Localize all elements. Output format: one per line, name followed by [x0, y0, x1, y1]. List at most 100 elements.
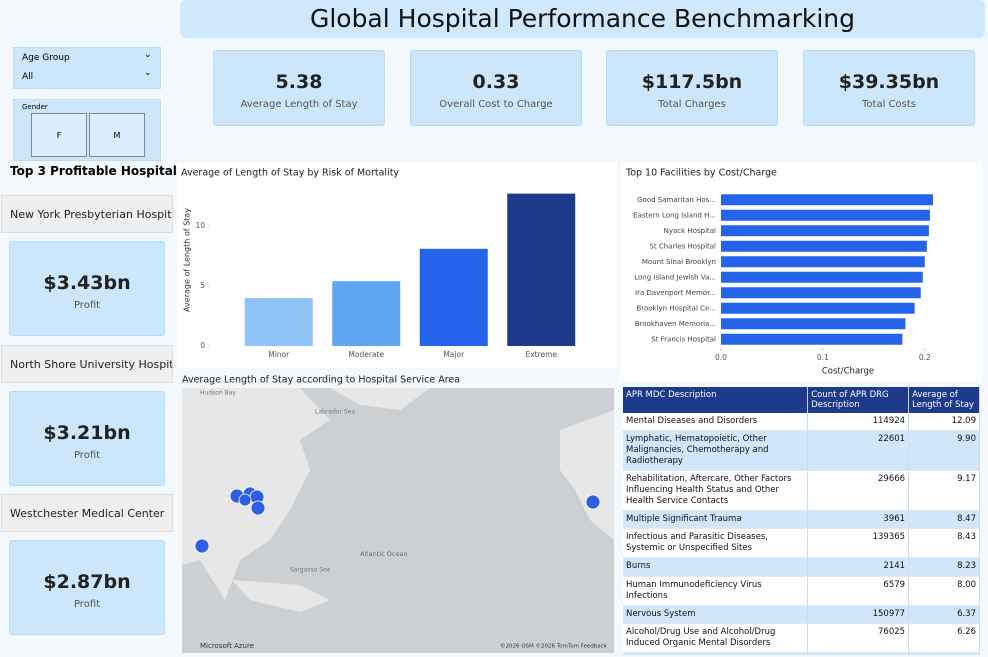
bar [721, 209, 930, 221]
table-cell: 191532 [807, 652, 910, 655]
bar [332, 281, 401, 346]
map-attribution: Microsoft Azure [200, 642, 254, 650]
y-tick-label: Brookhaven Memoria... [635, 320, 716, 328]
map-point[interactable] [585, 494, 601, 510]
kpi-card: $39.35bn Total Costs [803, 50, 975, 126]
table-cell: 8.47 [908, 510, 980, 530]
bar [244, 298, 313, 346]
table-cell: 6.37 [908, 605, 980, 624]
profit-card: $2.87bn Profit [9, 540, 165, 635]
column-header: APR MDC Description [623, 387, 809, 413]
y-axis-title: Average of Length of Stay [183, 208, 192, 312]
map-label: Labrador Sea [315, 409, 355, 416]
hospital-name: New York Presbyterian Hospit... [1, 195, 173, 233]
y-tick-label: Good Samaritan Hos... [637, 196, 716, 204]
age-filter[interactable]: Age Group All ⌄ ⌄ [13, 47, 161, 89]
profit-value: $2.87bn [43, 571, 131, 593]
map-land [560, 410, 614, 540]
table-cell: 6.26 [908, 623, 980, 653]
table-body: Mental Diseases and Disorders 114924 12.09… [623, 413, 980, 655]
table-row: Mental Diseases and Disorders 114924 12.09 [623, 413, 980, 432]
table-cell: Alcohol/Drug Use and Alcohol/Drug Induce… [623, 623, 809, 653]
x-tick-label: 0.1 [817, 353, 829, 362]
y-tick-label: Nyack Hospital [664, 227, 716, 235]
map-land [330, 388, 430, 410]
table-cell: 9.17 [908, 470, 980, 512]
hospital-name: Westchester Medical Center [1, 494, 173, 532]
table-cell: Mental Diseases and Disorders [623, 413, 809, 432]
section-title: Top 3 Profitable Hospitals [10, 164, 185, 178]
profit-label: Profit [73, 300, 101, 311]
map-land [232, 580, 330, 612]
map-label: Atlantic Ocean [360, 550, 408, 558]
table-row: Multiple Significant Trauma 3961 8.47 [623, 510, 980, 530]
bar [721, 225, 929, 237]
column-header: Average of Length of Stay [908, 387, 980, 413]
y-tick-label: Mount Sinai Brooklyn [642, 258, 716, 266]
y-tick-label: 10 [195, 221, 205, 230]
kpi-card: 5.38 Average Length of Stay [213, 50, 385, 126]
table-cell: Burns [623, 557, 809, 577]
y-tick-label: Long Island Jewish Va... [634, 273, 716, 281]
map-label: Sargasso Sea [290, 567, 331, 574]
table-cell: 76025 [807, 623, 910, 653]
table-cell: 12.09 [908, 413, 980, 432]
y-tick-label: St Charles Hospital [649, 242, 716, 250]
table-row: Burns 2141 8.23 [623, 557, 980, 577]
kpi-card: $117.5bn Total Charges [606, 50, 778, 126]
chevron: ⌄ [144, 68, 152, 78]
hospital-name: North Shore University Hospital [1, 345, 173, 383]
map-copyright: ©2026 OSM ©2026 TomTom Feedback [500, 643, 608, 650]
bar [507, 193, 576, 346]
table-row: Respiratory System1915325.51 [623, 652, 980, 655]
kpi-card: 0.33 Overall Cost to Charge [410, 50, 582, 126]
table-cell: 139365 [807, 528, 910, 559]
table-row: Lymphatic, Hematopoietic, Other Malignan… [623, 430, 980, 472]
profit-value: $3.21bn [43, 422, 131, 444]
map-title: Average Length of Stay according to Hosp… [182, 375, 460, 386]
y-tick-label: St Francis Hospital [651, 335, 716, 343]
table-cell: 8.23 [908, 557, 980, 577]
map-point[interactable] [194, 538, 210, 554]
profit-label: Profit [73, 599, 101, 610]
x-tick-label: Moderate [348, 350, 384, 359]
profit-card: $3.43bn Profit [9, 241, 165, 336]
table-cell: Lymphatic, Hematopoietic, Other Malignan… [623, 430, 809, 472]
gender-button[interactable]: F [31, 113, 87, 157]
column-header: Count of APR DRG Description [807, 387, 910, 413]
x-axis-title: Cost/Charge [822, 367, 874, 377]
page-title: Global Hospital Performance Benchmarking [180, 0, 985, 38]
table-cell: 22601 [807, 430, 910, 472]
table-visual: APR MDC Description Count of APR DRG Desc… [623, 387, 980, 655]
map-point[interactable] [250, 500, 266, 516]
x-tick-label: Major [443, 350, 465, 359]
filter-label: Gender [22, 103, 48, 111]
table-cell: Human Immunodeficiency Virus Infections [623, 576, 809, 606]
bar [721, 240, 927, 252]
kpi-value: $39.35bn [838, 71, 940, 93]
filter-label: Age Group [22, 53, 70, 63]
map-point[interactable] [238, 493, 252, 507]
y-tick-label: 5 [200, 281, 205, 290]
table-cell: 9.90 [908, 430, 980, 472]
kpi-value: 5.38 [275, 71, 323, 93]
table-cell: 150977 [807, 605, 910, 624]
bar [721, 287, 921, 299]
gender-button[interactable]: M [89, 113, 145, 157]
chart-title: Top 10 Facilities by Cost/Charge [625, 168, 777, 179]
x-tick-label: Minor [268, 350, 290, 359]
y-tick-label: Brooklyn Hospital Ce... [636, 304, 716, 312]
bar [721, 194, 933, 206]
table-cell: 8.00 [908, 576, 980, 606]
table-row: Human Immunodeficiency Virus Infections 6… [623, 576, 980, 606]
y-tick-label: Ira Davenport Memor... [635, 289, 716, 297]
table-cell: Rehabilitation, Aftercare, Other Factors… [623, 470, 809, 512]
chart-title: Average of Length of Stay by Risk of Mor… [181, 168, 399, 179]
table-cell: 114924 [807, 413, 910, 432]
bar [419, 248, 488, 346]
bar [721, 333, 903, 345]
table-cell: 3961 [807, 510, 910, 530]
profit-value: $3.43bn [43, 272, 131, 294]
